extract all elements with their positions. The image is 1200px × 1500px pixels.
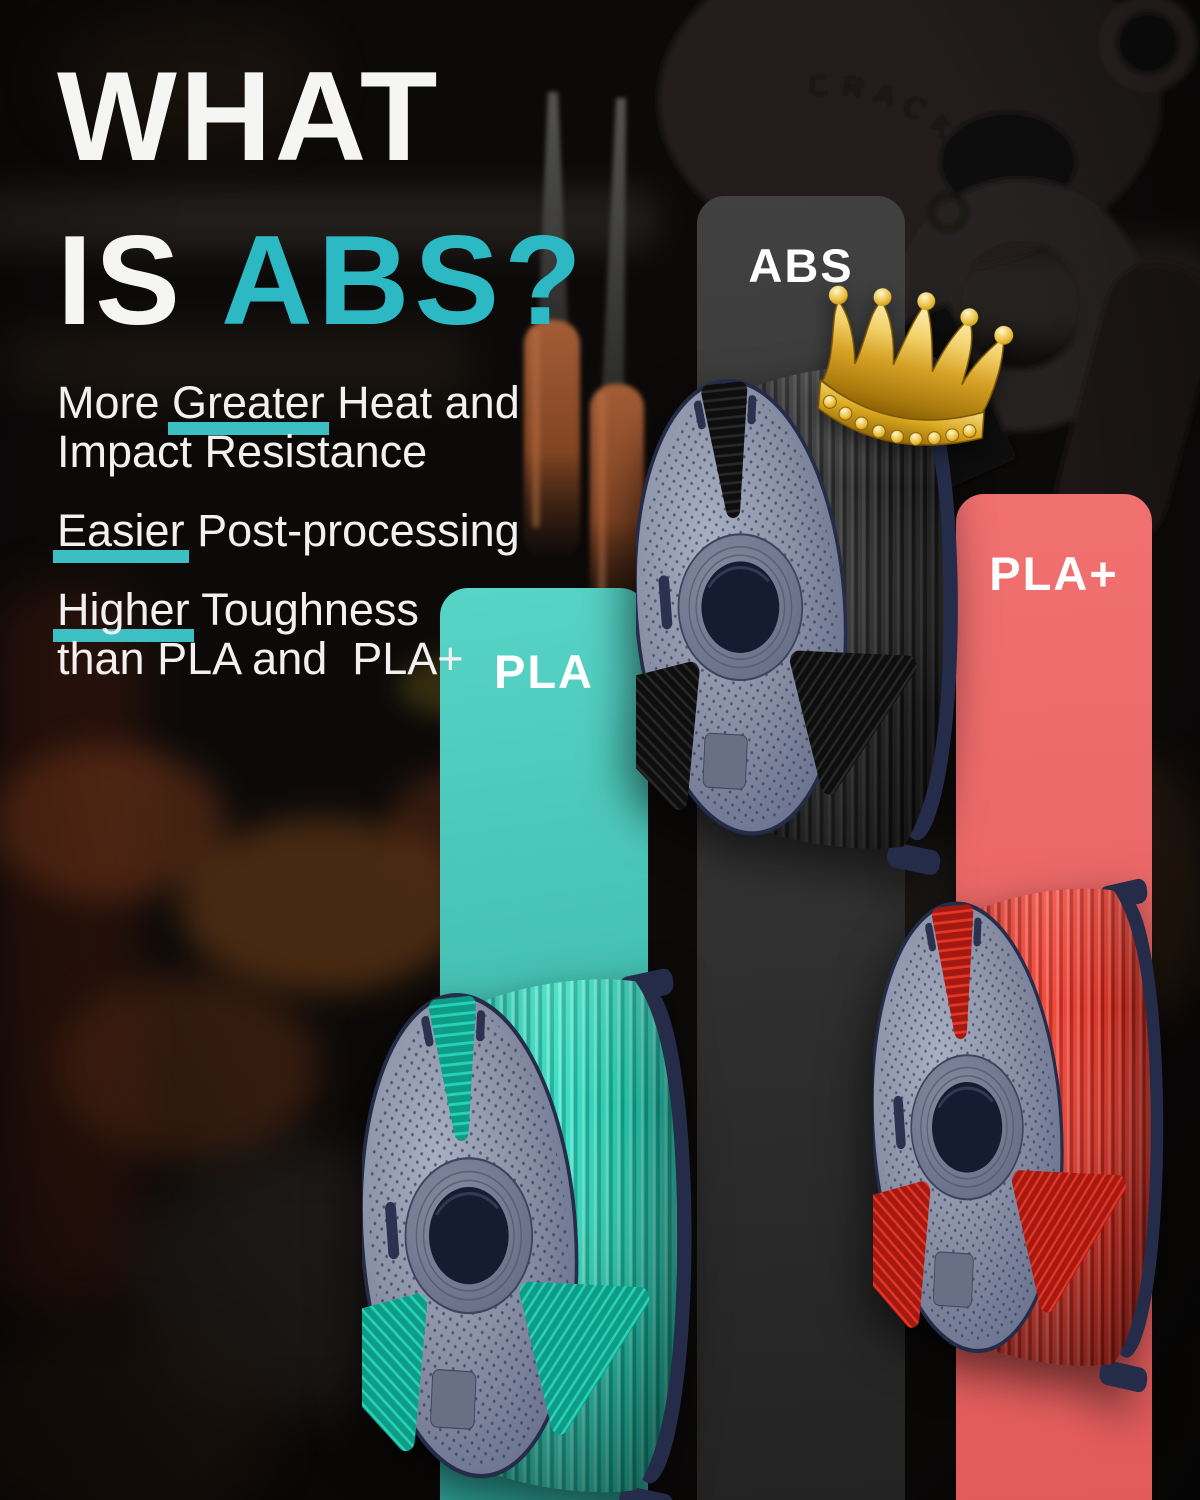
spool-graphic (362, 968, 692, 1500)
highlighted-text: Greater (168, 377, 329, 435)
bullet-text: Post-processing (184, 505, 520, 556)
page-title: WHAT IS ABS? (57, 34, 587, 362)
bullet-line: Easier Post-processing (53, 505, 520, 563)
bullet-line: Impact Resistance (57, 427, 520, 476)
highlighted-text: Easier (53, 505, 189, 563)
highlighted-text: Higher (53, 584, 194, 642)
flange-label-patch (430, 1369, 477, 1430)
bullet-text: than PLA and PLA+ (57, 633, 464, 684)
background-blob (0, 1325, 270, 1500)
bullet-line: than PLA and PLA+ (57, 634, 520, 683)
printed-parts-blur (55, 975, 320, 1160)
title-abs-accent: ABS? (221, 209, 587, 351)
flange-label-patch (702, 732, 748, 790)
bullet-text: More (57, 377, 173, 428)
bullet-text: Heat and (324, 377, 520, 428)
pla-filament-spool (362, 957, 706, 1500)
pla-plus-filament-spool (873, 868, 1176, 1403)
title-line1: WHAT (57, 45, 441, 187)
spool-graphic (873, 878, 1164, 1393)
pla-plus-bar-label: PLA+ (989, 547, 1119, 600)
bullet-text: Impact Resistance (57, 426, 428, 477)
bullet-item: Higher Toughness than PLA and PLA+ (53, 584, 520, 683)
engraved-text: CRACKER (809, 70, 1007, 203)
bullet-line: More Greater Heat and (57, 377, 520, 435)
title-is: IS (57, 209, 183, 351)
benefit-list: More Greater Heat and Impact Resistance Ea… (53, 378, 520, 713)
bullet-text: Toughness (189, 584, 419, 635)
bullet-line: Higher Toughness (53, 584, 520, 642)
flange-label-patch (933, 1251, 974, 1308)
bullet-item: Easier Post-processing (53, 505, 520, 563)
bullet-item: More Greater Heat and Impact Resistance (57, 378, 520, 476)
screwdriver-shaft (602, 98, 626, 392)
printed-parts-blur (0, 745, 225, 900)
